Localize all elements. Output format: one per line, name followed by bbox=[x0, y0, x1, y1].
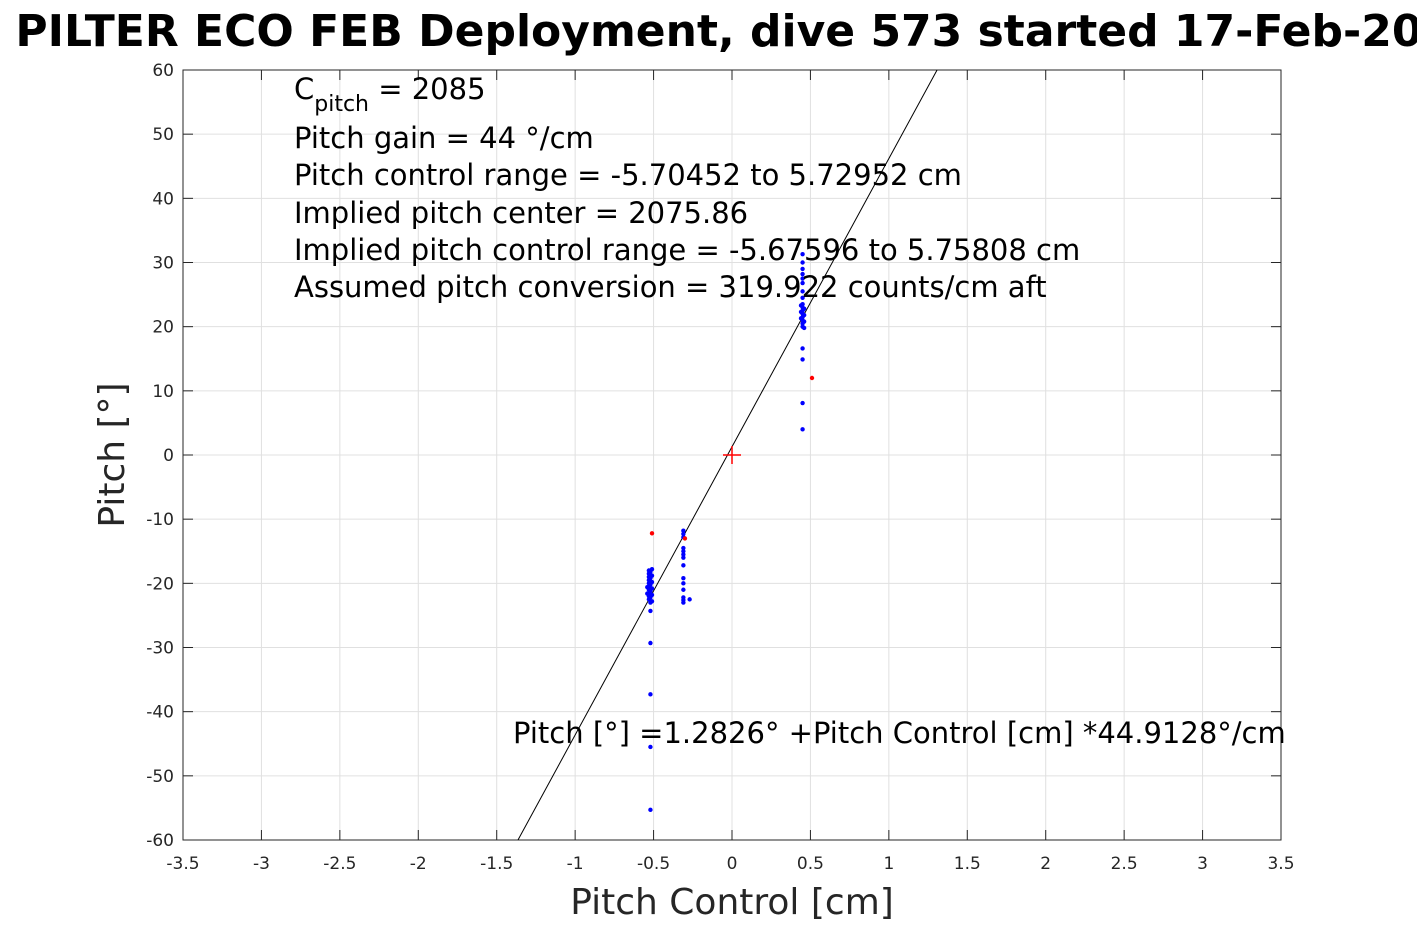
data-point bbox=[798, 303, 804, 308]
data-point bbox=[798, 316, 804, 321]
data-point bbox=[681, 552, 686, 557]
x-axis-label: Pitch Control [cm] bbox=[570, 882, 894, 923]
data-point bbox=[800, 251, 805, 257]
data-point bbox=[681, 528, 686, 533]
data-point bbox=[649, 586, 655, 591]
data-point bbox=[681, 563, 686, 568]
data-point bbox=[681, 576, 686, 581]
data-point bbox=[800, 280, 805, 286]
c-pitch-base: C bbox=[294, 72, 314, 106]
data-point bbox=[687, 597, 692, 602]
data-point bbox=[645, 584, 650, 590]
y-tick-labels: -60 -50 -40 -30 -20 -10 0 10 20 30 40 50 60 bbox=[146, 61, 174, 851]
data-point bbox=[681, 545, 686, 551]
data-point bbox=[648, 692, 653, 697]
data-point bbox=[800, 276, 805, 281]
implied-pitch-range-annotation: Implied pitch control range = -5.67596 t… bbox=[294, 233, 1080, 267]
data-point bbox=[800, 266, 805, 272]
data-point bbox=[801, 325, 807, 331]
data-point bbox=[681, 600, 686, 605]
data-point bbox=[681, 531, 686, 537]
data-point bbox=[649, 573, 655, 578]
c-pitch-sub: pitch bbox=[314, 92, 369, 117]
y-tick-label: 60 bbox=[152, 61, 174, 81]
data-point bbox=[801, 306, 807, 311]
data-point bbox=[798, 309, 804, 315]
x-tick-label: -3 bbox=[253, 854, 270, 874]
y-tick-label: 50 bbox=[152, 125, 174, 145]
x-tick-label: 3 bbox=[1197, 854, 1208, 874]
data-point bbox=[648, 744, 653, 750]
fit-equation-annotation: Pitch [°] =1.2826° +Pitch Control [cm] *… bbox=[513, 716, 1286, 750]
y-tick-label: 10 bbox=[152, 382, 174, 402]
x-tick-label: 2 bbox=[1040, 854, 1051, 874]
center-marker bbox=[723, 446, 741, 464]
data-point bbox=[649, 599, 655, 604]
y-tick-label: -10 bbox=[146, 510, 174, 530]
data-point bbox=[649, 579, 655, 585]
y-tick-label: -50 bbox=[146, 767, 174, 787]
x-tick-label: 0.5 bbox=[797, 854, 824, 874]
x-tick-label: -1 bbox=[567, 854, 584, 874]
c-pitch-annotation: Cpitch = 2085 bbox=[294, 72, 486, 117]
data-point bbox=[800, 260, 805, 265]
y-axis-label: Pitch [°] bbox=[92, 382, 133, 527]
chart-title: SG PILTER ECO FEB Deployment, dive 573 s… bbox=[0, 6, 1417, 57]
pitch-conversion-annotation: Assumed pitch conversion = 319.922 count… bbox=[294, 270, 1047, 304]
data-point bbox=[648, 608, 653, 614]
data-point bbox=[681, 549, 686, 554]
data-point bbox=[800, 427, 805, 432]
data-point bbox=[800, 346, 805, 351]
data-point bbox=[801, 319, 807, 324]
y-tick-label: 0 bbox=[163, 446, 174, 466]
data-point bbox=[800, 400, 805, 406]
y-tick-label: -20 bbox=[146, 574, 174, 594]
data-point bbox=[648, 640, 653, 646]
y-tick-label: 40 bbox=[152, 189, 174, 209]
data-point bbox=[682, 536, 688, 541]
x-tick-labels: -3.5 -3 -2.5 -2 -1.5 -1 -0.5 0 0.5 1 1.5 2 2.5 3 3.5 bbox=[166, 854, 1294, 874]
data-point bbox=[649, 567, 655, 572]
y-tick-label: 30 bbox=[152, 254, 174, 274]
data-point bbox=[649, 592, 655, 598]
y-tick-label: -60 bbox=[146, 831, 174, 851]
data-point bbox=[809, 375, 815, 381]
x-tick-label: 3.5 bbox=[1267, 854, 1294, 874]
data-points bbox=[645, 251, 815, 813]
pitch-control-range-annotation: Pitch control range = -5.70452 to 5.7295… bbox=[294, 158, 962, 192]
data-point bbox=[800, 295, 805, 300]
x-tick-label: 1.5 bbox=[954, 854, 981, 874]
y-tick-label: -30 bbox=[146, 639, 174, 659]
pitch-gain-annotation: Pitch gain = 44 °/cm bbox=[294, 121, 594, 155]
data-point bbox=[645, 591, 650, 596]
y-tick-label: -40 bbox=[146, 703, 174, 723]
data-point bbox=[800, 357, 805, 362]
x-tick-label: -3.5 bbox=[166, 854, 199, 874]
data-point bbox=[800, 271, 805, 277]
x-tick-label: -1.5 bbox=[480, 854, 513, 874]
data-point bbox=[681, 555, 686, 560]
x-tick-label: 2.5 bbox=[1111, 854, 1138, 874]
x-tick-label: -0.5 bbox=[637, 854, 670, 874]
data-point bbox=[681, 581, 686, 586]
x-tick-label: 1 bbox=[883, 854, 894, 874]
x-tick-label: 0 bbox=[727, 854, 738, 874]
implied-pitch-center-annotation: Implied pitch center = 2075.86 bbox=[294, 196, 748, 230]
data-point bbox=[649, 531, 655, 536]
data-point bbox=[681, 587, 686, 592]
data-point bbox=[800, 289, 805, 294]
y-tick-label: 20 bbox=[152, 318, 174, 338]
plot-frame bbox=[182, 69, 1282, 841]
data-point bbox=[648, 807, 653, 813]
x-tick-label: -2 bbox=[410, 854, 427, 874]
data-point bbox=[801, 312, 807, 318]
c-pitch-value: = 2085 bbox=[369, 72, 486, 106]
x-tick-label: -2.5 bbox=[323, 854, 356, 874]
